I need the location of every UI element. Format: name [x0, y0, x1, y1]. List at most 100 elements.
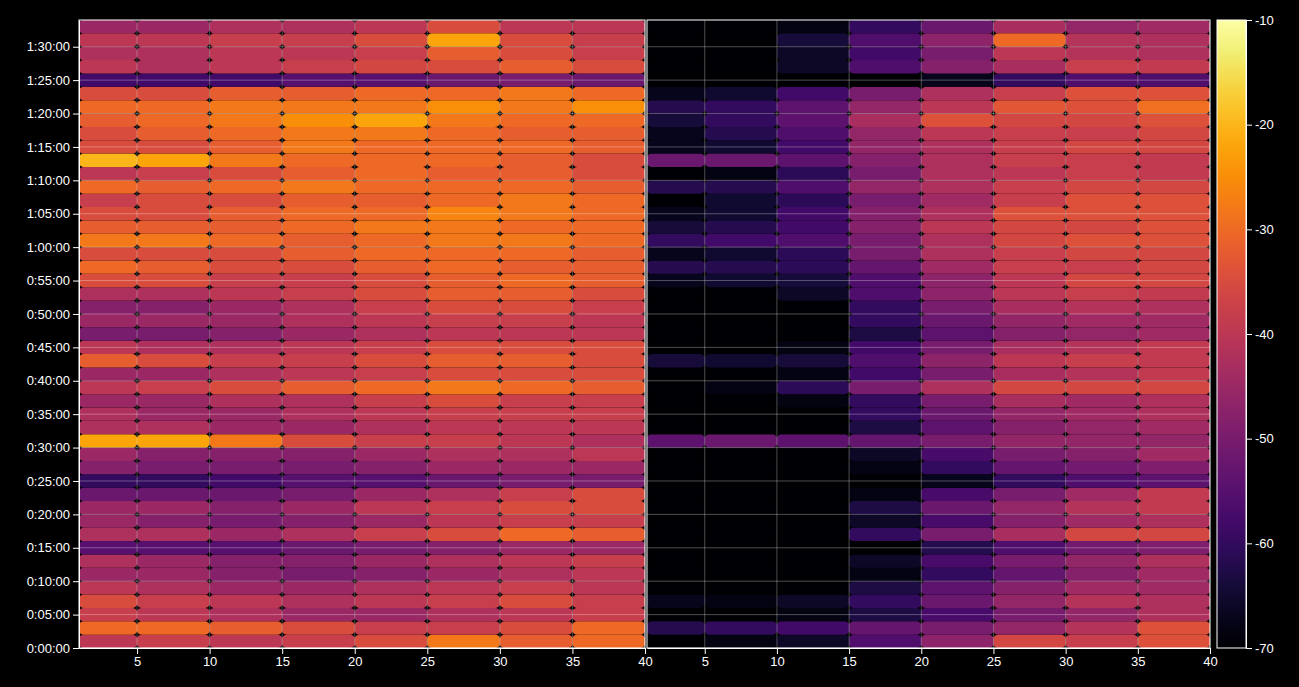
heatmap-cell — [777, 314, 849, 327]
heatmap-cell — [210, 448, 283, 461]
heatmap-cell — [79, 327, 137, 340]
heatmap-cell — [572, 220, 645, 233]
heatmap-cell — [572, 180, 645, 193]
heatmap-cell — [500, 581, 573, 594]
heatmap-cell — [137, 367, 210, 380]
heatmap-cell — [647, 47, 705, 60]
heatmap-cell — [1066, 100, 1138, 113]
x-tick: 5 — [702, 648, 709, 669]
heatmap-cell — [355, 488, 428, 501]
x-tick: 10 — [770, 648, 784, 669]
heatmap-cell — [647, 60, 705, 73]
grid-line-y — [79, 581, 645, 582]
heatmap-cell — [705, 314, 777, 327]
heatmap-cell — [137, 47, 210, 60]
heatmap-cell — [137, 314, 210, 327]
y-axis-line — [79, 21, 80, 649]
heatmap-cell — [777, 434, 849, 447]
heatmap-cell — [849, 621, 921, 634]
heatmap-cell — [79, 367, 137, 380]
heatmap-cell — [137, 434, 210, 447]
heatmap-cell — [1066, 167, 1138, 180]
heatmap-cell — [137, 180, 210, 193]
x-tick-mark — [282, 648, 283, 654]
heatmap-cell — [1066, 461, 1138, 474]
colorbar-tick-mark — [1246, 229, 1252, 230]
heatmap-cell — [210, 581, 283, 594]
heatmap-cell — [849, 180, 921, 193]
heatmap-cell — [210, 247, 283, 260]
heatmap-cell — [1138, 554, 1210, 567]
heatmap-cell — [79, 180, 137, 193]
heatmap-cell — [500, 528, 573, 541]
heatmap-cell — [572, 461, 645, 474]
colorbar-tick-label: -20 — [1255, 117, 1274, 132]
heatmap-cell — [282, 314, 355, 327]
heatmap-cell — [282, 114, 355, 127]
heatmap-cell — [427, 33, 500, 46]
heatmap-cell — [993, 354, 1065, 367]
heatmap-cell — [1066, 394, 1138, 407]
heatmap-cell — [500, 514, 573, 527]
grid-line-y — [79, 480, 645, 481]
heatmap-cell — [79, 47, 137, 60]
heatmap-cell — [647, 100, 705, 113]
heatmap-cell — [355, 581, 428, 594]
plot-background — [647, 20, 1210, 648]
heatmap-cell — [647, 194, 705, 207]
heatmap-cell — [210, 220, 283, 233]
x-axis-line — [648, 648, 1211, 649]
heatmap-cell — [572, 501, 645, 514]
heatmap-cell — [79, 461, 137, 474]
heatmap-cell — [282, 514, 355, 527]
y-tick-label: 1:10:00 — [27, 173, 70, 188]
heatmap-cell — [355, 234, 428, 247]
heatmap-cell — [849, 367, 921, 380]
heatmap-cell — [1138, 394, 1210, 407]
heatmap-cell — [993, 261, 1065, 274]
grid-line-y — [647, 514, 1210, 515]
heatmap-cell — [355, 247, 428, 260]
heatmap-cell — [849, 488, 921, 501]
y-tick-mark — [73, 247, 79, 248]
heatmap-cell — [705, 261, 777, 274]
heatmap-cell — [777, 568, 849, 581]
heatmap-cell — [921, 33, 993, 46]
grid-line-x — [704, 20, 705, 648]
x-axis: 510152025303540 — [648, 648, 1218, 669]
heatmap-cell — [647, 127, 705, 140]
heatmap-cell — [849, 127, 921, 140]
heatmap-cell — [427, 60, 500, 73]
heatmap-cell — [993, 635, 1065, 648]
y-tick-mark — [73, 314, 79, 315]
heatmap-cell — [500, 621, 573, 634]
heatmap-cell — [777, 621, 849, 634]
heatmap-cell — [500, 301, 573, 314]
heatmap-cell — [500, 247, 573, 260]
heatmap-cell — [993, 595, 1065, 608]
heatmap-cell — [705, 394, 777, 407]
heatmap-cell — [993, 367, 1065, 380]
heatmap-cell — [210, 154, 283, 167]
heatmap-cell — [1066, 20, 1138, 33]
heatmap-cell — [849, 287, 921, 300]
heatmap-cell — [849, 114, 921, 127]
heatmap-cell — [849, 247, 921, 260]
heatmap-cell — [1066, 381, 1138, 394]
heatmap-cell — [849, 595, 921, 608]
heatmap-cell — [777, 354, 849, 367]
heatmap-cell — [1066, 154, 1138, 167]
heatmap-cell — [572, 554, 645, 567]
heatmap-cell — [500, 381, 573, 394]
heatmap-cell — [921, 595, 993, 608]
heatmap-cell — [1138, 87, 1210, 100]
heatmap-cell — [572, 20, 645, 33]
heatmap-cell — [921, 100, 993, 113]
heatmap-cell — [993, 461, 1065, 474]
heatmap-cell — [705, 528, 777, 541]
grid-line-x — [849, 20, 850, 648]
heatmap-cell — [647, 381, 705, 394]
heatmap-cell — [849, 100, 921, 113]
grid-line-y — [79, 347, 645, 348]
heatmap-cell — [921, 167, 993, 180]
